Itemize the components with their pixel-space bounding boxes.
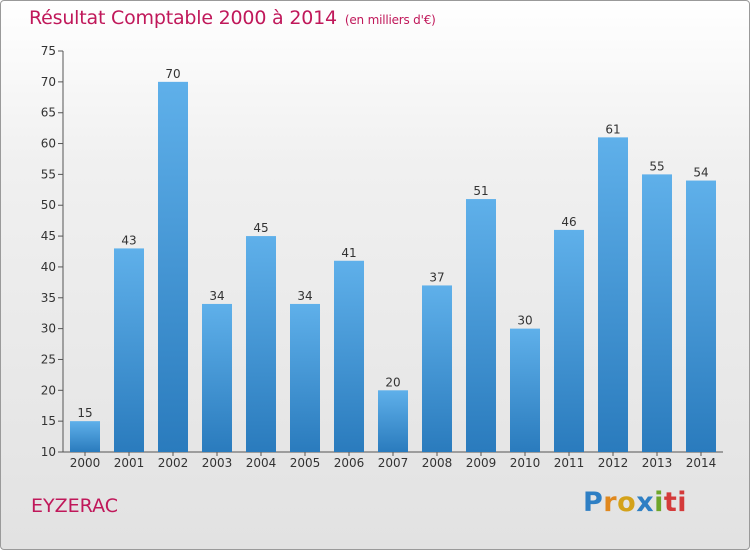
logo-letter: x [636,487,655,518]
x-tick-label: 2004 [246,456,277,470]
bar-value-label: 20 [385,375,400,389]
bar [378,390,408,452]
x-tick-label: 2010 [510,456,541,470]
bar-value-label: 61 [605,122,620,136]
bar [422,285,452,452]
bar-value-label: 41 [341,246,356,260]
logo-letter: ti [663,487,688,518]
chart-subtitle: (en milliers d'€) [344,13,436,27]
x-tick-label: 2002 [158,456,189,470]
commune-name: EYZERAC [31,495,118,517]
y-tick-label: 50 [41,198,56,212]
x-tick-label: 2007 [378,456,409,470]
y-tick-label: 70 [41,75,56,89]
x-tick-label: 2001 [114,456,145,470]
bar-value-label: 54 [693,166,708,180]
bar-value-label: 45 [253,221,268,235]
y-tick-label: 10 [41,445,56,459]
bar [334,260,364,452]
x-tick-label: 2005 [290,456,321,470]
bar [510,328,540,452]
x-tick-label: 2013 [642,456,673,470]
y-tick-label: 60 [41,137,56,151]
bar-value-label: 55 [649,159,664,173]
bar [158,81,188,452]
bar [466,199,496,452]
bar [114,248,144,452]
bar-value-label: 46 [561,215,576,229]
y-tick-label: 40 [41,260,56,274]
logo-letter: r [603,487,618,518]
bar-value-label: 30 [517,314,532,328]
bar [686,180,716,453]
bar [202,303,232,452]
bar-value-label: 34 [297,289,312,303]
x-tick-label: 2014 [686,456,717,470]
y-tick-label: 65 [41,106,56,120]
bar [554,229,584,452]
bar [642,174,672,452]
bar-value-label: 37 [429,270,444,284]
bar [70,421,100,452]
proxiti-logo[interactable]: Proxiti [583,487,687,518]
x-tick-label: 2006 [334,456,365,470]
bar-value-label: 43 [121,233,136,247]
y-tick-label: 75 [41,44,56,58]
x-tick-label: 2011 [554,456,585,470]
bar-value-label: 70 [165,67,180,81]
x-tick-label: 2009 [466,456,497,470]
bar-chart: 10 15 20 25 30 35 40 45 50 55 60 65 70 75 2000 2001 2002… [41,44,723,470]
y-tick-label: 30 [41,322,56,336]
y-tick-label: 15 [41,414,56,428]
x-tick-label: 2003 [202,456,233,470]
y-tick-label: 25 [41,352,56,366]
bar-value-label: 15 [77,406,92,420]
bar [598,137,628,452]
y-tick-label: 45 [41,229,56,243]
x-tick-label: 2000 [70,456,101,470]
chart-title: Résultat Comptable 2000 à 2014 (en millie… [29,7,436,29]
x-tick-label: 2008 [422,456,453,470]
bar [290,303,320,452]
y-tick-label: 55 [41,167,56,181]
bar-value-label: 51 [473,184,488,198]
logo-letter: P [583,487,604,518]
bar [246,236,276,452]
bars: 15 43 70 34 45 34 41 20 37 51 30 46 61 55 54 [70,67,716,453]
x-tick-label: 2012 [598,456,629,470]
logo-letter: o [617,487,637,518]
logo-letter: i [654,487,664,518]
bar-value-label: 34 [209,289,224,303]
y-tick-label: 20 [41,383,56,397]
y-tick-label: 35 [41,291,56,305]
